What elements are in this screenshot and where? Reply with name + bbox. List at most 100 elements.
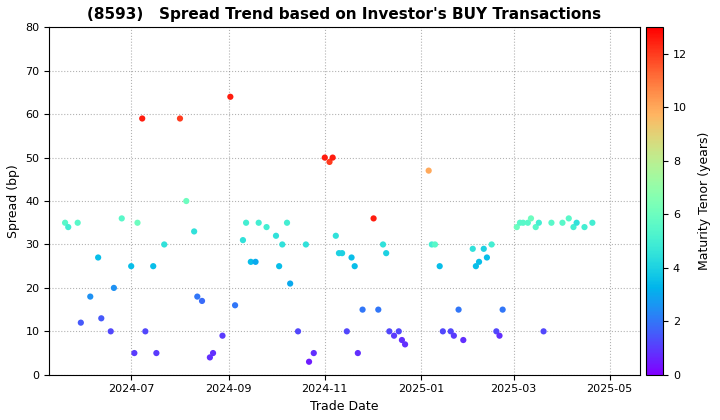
Point	[303, 358, 315, 365]
Point	[158, 241, 170, 248]
Point	[75, 319, 86, 326]
Title: (8593)   Spread Trend based on Investor's BUY Transactions: (8593) Spread Trend based on Investor's …	[87, 7, 601, 22]
Point	[445, 328, 456, 335]
Point	[486, 241, 498, 248]
Point	[478, 245, 490, 252]
Point	[448, 332, 459, 339]
Point	[426, 241, 438, 248]
Point	[490, 328, 502, 335]
Point	[261, 224, 272, 231]
Point	[207, 350, 219, 357]
Point	[282, 219, 293, 226]
Point	[330, 232, 341, 239]
Point	[132, 219, 143, 226]
Point	[92, 254, 104, 261]
Point	[250, 258, 261, 265]
Point	[546, 219, 557, 226]
Point	[116, 215, 127, 222]
Point	[563, 215, 575, 222]
Point	[352, 350, 364, 357]
Point	[336, 250, 348, 257]
Point	[341, 328, 353, 335]
Point	[181, 198, 192, 205]
Point	[377, 241, 389, 248]
Point	[125, 263, 137, 270]
Point	[189, 228, 200, 235]
Point	[274, 263, 285, 270]
Point	[105, 328, 117, 335]
Point	[327, 154, 338, 161]
Point	[457, 337, 469, 344]
Point	[349, 263, 361, 270]
Point	[481, 254, 492, 261]
Point	[129, 350, 140, 357]
Point	[148, 263, 159, 270]
Point	[473, 258, 485, 265]
Point	[511, 224, 523, 231]
Point	[525, 215, 536, 222]
Point	[579, 224, 590, 231]
Point	[571, 219, 582, 226]
Point	[557, 219, 568, 226]
Point	[388, 332, 400, 339]
Point	[96, 315, 107, 322]
Point	[59, 219, 71, 226]
Point	[396, 337, 408, 344]
Point	[204, 354, 216, 361]
Point	[357, 306, 369, 313]
Point	[567, 224, 579, 231]
Point	[522, 219, 534, 226]
Point	[372, 306, 384, 313]
Point	[284, 280, 296, 287]
Point	[497, 306, 508, 313]
Point	[434, 263, 446, 270]
Point	[467, 245, 479, 252]
Point	[346, 254, 357, 261]
Point	[518, 219, 529, 226]
Point	[192, 293, 203, 300]
Point	[400, 341, 411, 348]
Y-axis label: Spread (bp): Spread (bp)	[7, 164, 20, 238]
Point	[530, 224, 541, 231]
Point	[333, 250, 345, 257]
Point	[368, 215, 379, 222]
Point	[84, 293, 96, 300]
Point	[174, 115, 186, 122]
Point	[384, 328, 395, 335]
Point	[470, 263, 482, 270]
Point	[240, 219, 252, 226]
Point	[225, 93, 236, 100]
Point	[197, 298, 208, 304]
Point	[514, 219, 526, 226]
Point	[533, 219, 544, 226]
Point	[587, 219, 598, 226]
Y-axis label: Maturity Tenor (years): Maturity Tenor (years)	[698, 132, 711, 270]
Point	[63, 224, 74, 231]
Point	[229, 302, 240, 309]
Point	[319, 154, 330, 161]
Point	[270, 232, 282, 239]
Point	[494, 332, 505, 339]
Point	[108, 284, 120, 291]
Point	[253, 219, 264, 226]
Point	[140, 328, 151, 335]
Point	[137, 115, 148, 122]
Point	[72, 219, 84, 226]
Point	[308, 350, 320, 357]
Point	[380, 250, 392, 257]
X-axis label: Trade Date: Trade Date	[310, 400, 379, 413]
Point	[292, 328, 304, 335]
Point	[393, 328, 405, 335]
Point	[538, 328, 549, 335]
Point	[245, 258, 256, 265]
Point	[150, 350, 162, 357]
Point	[300, 241, 312, 248]
Point	[437, 328, 449, 335]
Point	[237, 237, 248, 244]
Point	[276, 241, 288, 248]
Point	[453, 306, 464, 313]
Point	[217, 332, 228, 339]
Point	[423, 167, 434, 174]
Point	[429, 241, 441, 248]
Point	[324, 159, 336, 165]
